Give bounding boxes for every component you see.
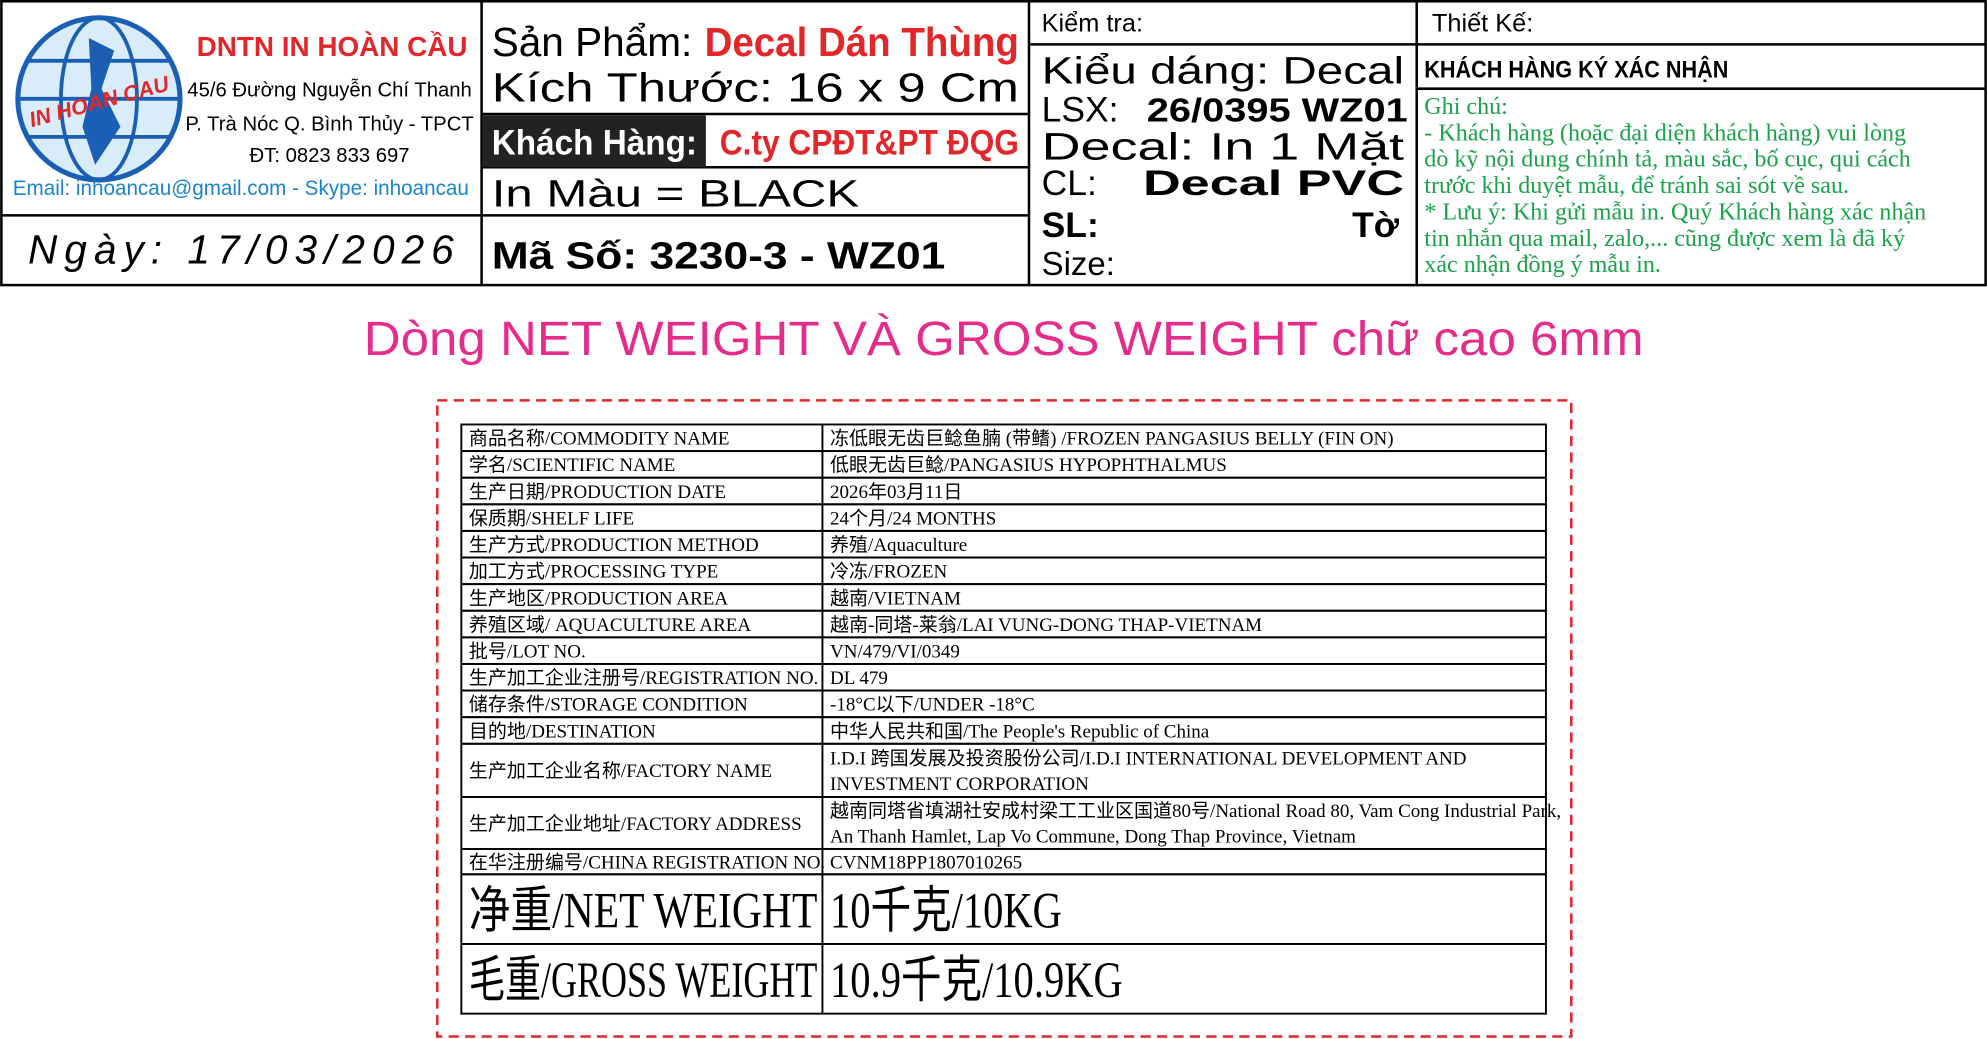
- address: 45/6 Đường Nguyễn Chí Thanh: [187, 78, 471, 101]
- lsx-label: LSX:: [1042, 90, 1119, 130]
- note-line: dò kỹ nội dung chính tả, màu sắc, bố cục…: [1424, 147, 1910, 173]
- row-value: DL 479: [830, 668, 888, 689]
- note-line: * Lưu ý: Khi gửi mẫu in. Quý Khách hàng …: [1424, 199, 1926, 225]
- cut-line: [435, 399, 1573, 1038]
- row-label: 在华注册编号/CHINA REGISTRATION NO.: [469, 851, 825, 873]
- instruction: Dòng NET WEIGHT VÀ GROSS WEIGHT chữ cao …: [364, 312, 1644, 366]
- row-label: 生产加工企业地址/FACTORY ADDRESS: [469, 813, 802, 835]
- note-line: xác nhận đồng ý mẫu in.: [1424, 252, 1661, 278]
- print-color: In Màu = BLACK: [492, 174, 859, 216]
- row-value: 中华人民共和国/The People's Republic of China: [830, 720, 1210, 742]
- label-table: 商品名称/COMMODITY NAME 冻低眼无齿巨鲶鱼腩 (带鳍) /FROZE…: [460, 423, 1561, 1015]
- confirm: KHÁCH HÀNG KÝ XÁC NHẬN: [1424, 55, 1728, 83]
- row-label: 商品名称/COMMODITY NAME: [469, 428, 730, 450]
- header-grid: [0, 0, 1987, 287]
- lsx: 26/0395 WZ01: [1147, 92, 1408, 129]
- row-value: 10千克/10KG: [830, 882, 1062, 938]
- row-value: 10.9千克/10.9KG: [830, 952, 1123, 1008]
- size: Size:: [1042, 245, 1115, 282]
- table-row: [460, 943, 1547, 1015]
- note-line: trước khi duyệt mẫu, để tránh sai sót về…: [1424, 173, 1849, 199]
- row-label: 养殖区域/ AQUACULTURE AREA: [469, 614, 751, 636]
- sl-unit: Tờ: [1352, 205, 1400, 245]
- cl: Decal PVC: [1143, 163, 1404, 203]
- row-label: 保质期/SHELF LIFE: [469, 507, 634, 529]
- row-label: 净重/NET WEIGHT: [469, 882, 817, 938]
- cl-label: CL:: [1042, 163, 1097, 203]
- row-label: 加工方式/PROCESSING TYPE: [469, 561, 718, 583]
- row-value: 养殖/Aquaculture: [830, 534, 967, 556]
- row-label: 批号/LOT NO.: [469, 640, 586, 662]
- row-label: 生产方式/PRODUCTION METHOD: [469, 534, 759, 556]
- design-title: Thiết Kế:: [1432, 10, 1533, 38]
- customer-label: Khách Hàng:: [492, 123, 697, 163]
- customer: C.ty CPĐT&PT ĐQG: [720, 123, 1019, 163]
- row-label: 学名/SCIENTIFIC NAME: [469, 454, 675, 476]
- customer-label-bg: [482, 115, 706, 168]
- row-label: 生产地区/PRODUCTION AREA: [469, 587, 728, 609]
- row-value: 低眼无齿巨鲶/PANGASIUS HYPOPHTHALMUS: [830, 454, 1227, 476]
- decal: Decal: In 1 Mặt: [1042, 127, 1405, 169]
- row-label: 目的地/DESTINATION: [469, 720, 656, 742]
- product-size: Kích Thước: 16 x 9 Cm: [492, 64, 1019, 110]
- logo: IN HOAN CAU: [15, 15, 183, 183]
- row-value: 越南/VIETNAM: [830, 587, 961, 609]
- row-value: 越南同塔省填湖社安成村梁工工业区国道80号/National Road 80, …: [830, 800, 1561, 822]
- row-label: 生产日期/PRODUCTION DATE: [469, 481, 726, 503]
- product-label: Sản Phẩm:: [492, 19, 693, 65]
- check-title: Kiểm tra:: [1042, 10, 1143, 38]
- address: P. Trà Nóc Q. Bình Thủy - TPCT: [185, 114, 473, 136]
- notes: Ghi chú:- Khách hàng (hoặc đại diện khác…: [1424, 94, 1926, 278]
- row-value: 2026年03月11日: [830, 481, 962, 503]
- note-line: - Khách hàng (hoặc đại diện khách hàng) …: [1424, 120, 1906, 146]
- row-value: An Thanh Hamlet, Lap Vo Commune, Dong Th…: [830, 826, 1356, 847]
- row-value: 24个月/24 MONTHS: [830, 507, 996, 529]
- row-value: I.D.I 跨国发展及投资股份公司/I.D.I INTERNATIONAL DE…: [830, 748, 1466, 770]
- row-value: INVESTMENT CORPORATION: [830, 774, 1089, 795]
- row-value: 冻低眼无齿巨鲶鱼腩 (带鳍) /FROZEN PANGASIUS BELLY (…: [830, 428, 1394, 450]
- row-label: 毛重/GROSS WEIGHT: [469, 952, 817, 1008]
- row-label: 生产加工企业注册号/REGISTRATION NO.: [469, 667, 818, 689]
- contact: Email: inhoancau@gmail.com - Skype: inho…: [13, 176, 469, 200]
- row-value: CVNM18PP1807010265: [830, 852, 1022, 873]
- row-label: 储存条件/STORAGE CONDITION: [469, 694, 748, 716]
- date: Ngày: 17/03/2026: [28, 227, 454, 273]
- row-value: -18°C以下/UNDER -18°C: [830, 695, 1035, 716]
- note-line: Ghi chú:: [1424, 94, 1508, 120]
- sl-label: SL:: [1042, 205, 1099, 245]
- product-name: Decal Dán Thùng: [705, 19, 1019, 65]
- check-style: Kiểu dáng: Decal: [1042, 51, 1404, 93]
- table-row: [460, 636, 1547, 665]
- product-code: Mã Số: 3230-3 - WZ01: [492, 236, 946, 278]
- row-value: 越南-同塔-莱翁/LAI VUNG-DONG THAP-VIETNAM: [830, 614, 1262, 636]
- phone: ĐT: 0823 833 697: [250, 145, 410, 167]
- row-label: 生产加工企业名称/FACTORY NAME: [469, 760, 772, 782]
- company-name: DNTN IN HOÀN CẦU: [197, 31, 468, 62]
- row-value: VN/479/VI/0349: [830, 641, 960, 662]
- note-line: tin nhắn qua mail, zalo,... cũng được xe…: [1424, 226, 1905, 252]
- row-value: 冷冻/FROZEN: [830, 561, 947, 583]
